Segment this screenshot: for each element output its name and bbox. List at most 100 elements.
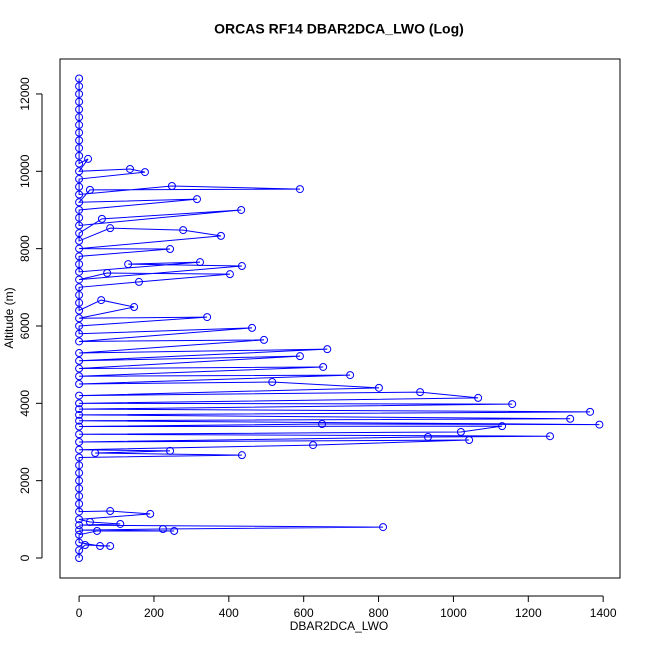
data-point [465, 436, 474, 445]
data-point [75, 372, 84, 381]
data-point [75, 492, 84, 501]
y-tick-label: 12000 [18, 77, 32, 111]
data-point [75, 321, 84, 330]
y-tick-label: 6000 [18, 312, 32, 339]
data-point [319, 362, 328, 371]
data-point [75, 422, 84, 431]
y-tick-label: 4000 [18, 390, 32, 417]
x-axis-label: DBAR2DCA_LWO [290, 619, 388, 633]
data-point [203, 313, 212, 322]
data-point [508, 400, 517, 409]
data-point [140, 168, 149, 177]
y-tick-label: 8000 [18, 235, 32, 262]
data-point [124, 260, 133, 269]
data-point [75, 507, 84, 516]
data-point [106, 507, 115, 516]
data-point [75, 484, 84, 493]
plot-frame [59, 58, 621, 579]
x-tick-label: 600 [294, 606, 314, 620]
data-point [75, 267, 84, 276]
data-point [75, 275, 84, 284]
data-point [75, 538, 84, 547]
data-point [237, 451, 246, 460]
data-point [75, 213, 84, 222]
data-point [75, 244, 84, 253]
y-tick-label: 0 [18, 554, 32, 561]
data-point [75, 499, 84, 508]
data-point [75, 521, 84, 530]
data-point [75, 379, 84, 388]
data-point [84, 154, 93, 163]
data-point [75, 410, 84, 419]
data-point [75, 128, 84, 137]
data-point [75, 283, 84, 292]
data-point [75, 205, 84, 214]
x-tick-label: 200 [144, 606, 164, 620]
data-point [75, 198, 84, 207]
data-point [75, 105, 84, 114]
data-point [416, 388, 425, 397]
data-point [75, 159, 84, 168]
data-point [75, 298, 84, 307]
data-point [75, 175, 84, 184]
data-point [75, 314, 84, 323]
data-point [374, 383, 383, 392]
data-point [75, 97, 84, 106]
data-point [75, 468, 84, 477]
data-point [158, 525, 167, 534]
data-point [323, 345, 332, 354]
data-point [193, 195, 202, 204]
data-point [103, 269, 112, 278]
data-point [75, 291, 84, 300]
data-point [75, 337, 84, 346]
data-point [106, 224, 115, 233]
data-point [166, 245, 175, 254]
data-point [93, 526, 102, 535]
data-point [260, 335, 269, 344]
data-point [566, 414, 575, 423]
data-point [85, 185, 94, 194]
data-point [75, 229, 84, 238]
data-point [75, 530, 84, 539]
data-point [75, 329, 84, 338]
data-point [225, 270, 234, 279]
data-point [134, 277, 143, 286]
data-point [75, 461, 84, 470]
data-point [126, 164, 134, 173]
data-point [130, 303, 139, 312]
data-point [75, 182, 84, 191]
data-point [97, 296, 106, 305]
data-point [75, 252, 84, 261]
y-tick-label: 10000 [18, 154, 32, 188]
data-point [75, 437, 84, 446]
data-point [318, 420, 327, 429]
data-point [75, 151, 84, 160]
data-point [75, 476, 84, 485]
data-point [268, 378, 277, 387]
data-point [179, 226, 188, 235]
x-tick-label: 1000 [440, 606, 467, 620]
data-point [309, 441, 318, 450]
data-point [106, 542, 115, 551]
data-point [75, 554, 84, 563]
data-point [75, 445, 84, 454]
data-point [91, 449, 100, 458]
data-point [75, 136, 84, 145]
data-point [85, 518, 94, 527]
x-tick-label: 1400 [590, 606, 617, 620]
chart-title: ORCAS RF14 DBAR2DCA_LWO (Log) [214, 21, 464, 37]
data-point [166, 446, 175, 455]
data-point [75, 89, 84, 98]
data-point [379, 523, 388, 532]
x-tick-label: 800 [369, 606, 389, 620]
data-point [75, 515, 84, 524]
data-line [77, 78, 600, 559]
data-point [595, 420, 604, 429]
data-point [248, 323, 257, 332]
data-point [75, 349, 84, 358]
data-point [75, 167, 84, 176]
data-point [546, 432, 554, 441]
data-point [295, 352, 304, 361]
data-point [75, 364, 84, 373]
